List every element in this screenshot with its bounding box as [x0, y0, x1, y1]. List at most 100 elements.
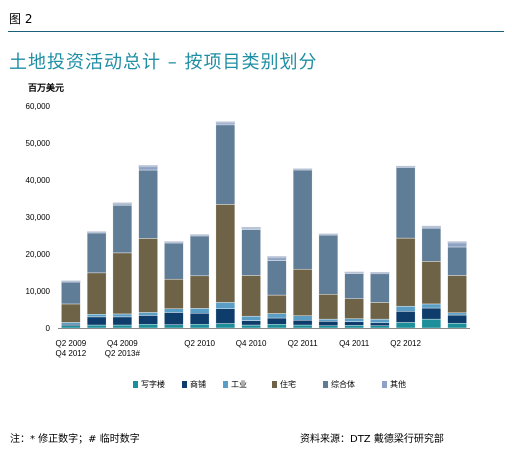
bar-cap	[112, 202, 132, 205]
bar-segment-1	[138, 315, 158, 325]
bar-segment-3	[318, 294, 339, 320]
x-tick-label: Q4 2009	[107, 339, 138, 348]
bar-cap	[447, 241, 467, 244]
legend-label: 写字楼	[141, 380, 165, 389]
bar-cap	[138, 165, 158, 168]
bar-cap	[267, 256, 287, 259]
bar-cap	[190, 234, 210, 237]
y-axis-unit-label: 百万美元	[28, 84, 65, 94]
bar-cap	[318, 233, 338, 236]
bar-segment-2	[370, 318, 390, 324]
bar-segment-0	[292, 324, 313, 329]
bar-cap	[215, 121, 235, 124]
bar-segment-2	[86, 314, 107, 318]
bar-segment-2	[292, 315, 313, 321]
bar-cap	[344, 271, 364, 274]
bar-segment-1	[189, 313, 210, 325]
x-tick-label: Q2 2013#	[105, 349, 141, 358]
bar-segment-3	[292, 268, 313, 316]
title-rule	[8, 31, 504, 32]
bar-segment-4	[215, 124, 236, 205]
x-tick-label: Q2 2011	[288, 339, 319, 348]
bar-segment-4	[318, 234, 339, 295]
bar-segment-1	[447, 314, 467, 324]
bar-segment-3	[215, 204, 236, 303]
y-tick-label: 40,000	[26, 176, 51, 185]
y-tick-label: 30,000	[26, 213, 51, 222]
bar-cap	[241, 226, 261, 229]
y-tick-label: 0	[46, 324, 51, 333]
source-note: 资料来源：DTZ 戴德梁行研究部	[300, 434, 444, 445]
bar-segment-4	[86, 232, 107, 274]
bar-cap	[370, 272, 390, 275]
legend-item: 工业	[223, 379, 247, 390]
y-tick-label: 50,000	[26, 139, 51, 148]
bar-segment-4	[164, 243, 184, 280]
bar-segment-1	[112, 316, 133, 326]
figure-label: 图 2	[9, 12, 33, 26]
bar-segment-4	[344, 273, 364, 299]
bar-segment-4	[267, 260, 287, 296]
bar-segment-4	[447, 246, 467, 276]
footnote: 注：* 修正数字；# 临时数字	[10, 434, 140, 445]
bar-segment-4	[421, 227, 442, 262]
y-tick-label: 10,000	[26, 287, 51, 296]
bar-segment-0	[421, 318, 442, 329]
bar-segment-2	[318, 318, 339, 322]
bar-segment-3	[241, 275, 261, 317]
bar-segment-3	[112, 252, 133, 315]
bar-segment-2	[241, 315, 261, 321]
bar-segment-3	[344, 298, 364, 319]
bar-segment-2	[189, 308, 210, 314]
bar-segment-0	[112, 324, 133, 329]
bar-segment-2	[421, 303, 442, 309]
bar-segment-0	[370, 325, 390, 329]
bar-segment-3	[138, 238, 158, 313]
y-tick-label: 60,000	[26, 102, 51, 111]
bar-segment-1	[215, 308, 236, 324]
bar-segment-3	[267, 294, 287, 314]
bar-segment-4	[292, 169, 313, 270]
legend-item: 写字楼	[133, 379, 165, 390]
bar-segment-2	[215, 302, 236, 309]
x-tick-label: Q4 2011	[339, 339, 370, 348]
bar-segment-3	[86, 272, 107, 315]
bar-segment-3	[370, 302, 390, 320]
legend-label: 住宅	[280, 380, 296, 389]
bar-segment-0	[86, 324, 107, 329]
x-tick-label: Q4 2010	[236, 339, 267, 348]
bar-segment-2	[447, 312, 467, 316]
legend-swatch	[323, 381, 328, 388]
bar-cap	[164, 241, 184, 244]
bar-segment-0	[395, 322, 416, 329]
bar-segment-1	[267, 317, 287, 325]
bar-segment-4	[370, 273, 390, 303]
bar-segment-1	[318, 321, 339, 326]
bar-segment-0	[164, 324, 184, 329]
bar-segment-2	[138, 312, 158, 316]
bar-segment-1	[292, 320, 313, 326]
legend-item: 商铺	[182, 379, 206, 390]
x-tick-label: Q2 2009	[56, 339, 87, 348]
bar-segment-4	[241, 229, 261, 276]
bar-segment-3	[421, 261, 442, 305]
bar-cap	[421, 225, 441, 228]
bar-segment-0	[267, 324, 287, 329]
bar-segment-4	[189, 235, 210, 277]
bar-segment-1	[61, 324, 81, 326]
chart-legend: 写字楼 商铺 工业 住宅 综合体 其他	[0, 379, 512, 393]
legend-item: 其他	[382, 379, 406, 390]
bar-segment-2	[164, 308, 184, 313]
bar-segment-0	[447, 322, 467, 329]
bar-segment-2	[395, 305, 416, 312]
bar-cap	[396, 165, 416, 168]
bar-cap	[293, 168, 313, 171]
bar-segment-4	[138, 169, 158, 239]
chart-title: 土地投资活动总计 – 按项目类别划分	[9, 52, 318, 73]
bar-segment-2	[344, 318, 364, 322]
bar-segment-4	[395, 167, 416, 239]
legend-item: 综合体	[323, 379, 355, 390]
stacked-bar-chart: 0 10,000 20,000 30,000 40,000 50,000 60,000 Q2 …	[26, 102, 470, 358]
bar-cap	[61, 280, 81, 283]
x-tick-label: Q4 2012	[56, 349, 87, 358]
